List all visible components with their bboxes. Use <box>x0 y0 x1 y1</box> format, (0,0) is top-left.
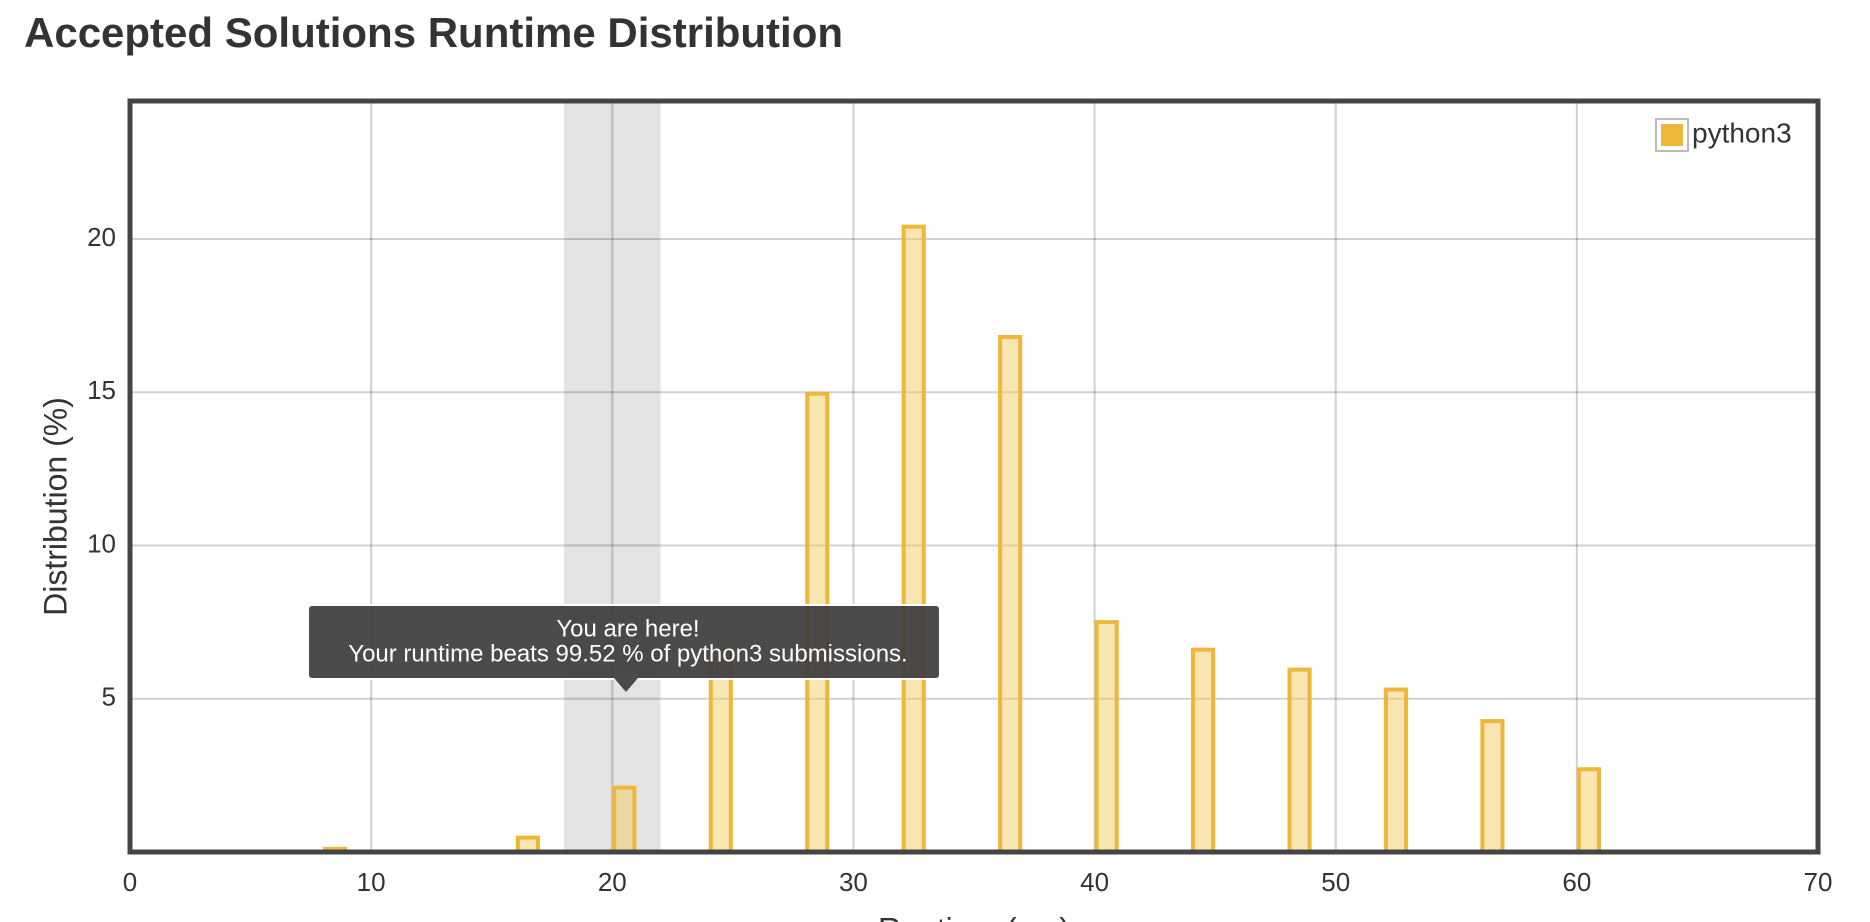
tooltip: You are here!Your runtime beats 99.52 % … <box>307 604 941 692</box>
bar <box>1480 719 1505 855</box>
x-tick-label: 50 <box>1321 867 1350 897</box>
x-tick-label: 40 <box>1080 867 1109 897</box>
bar <box>708 647 733 855</box>
legend-label: python3 <box>1692 117 1792 148</box>
y-tick-label: 15 <box>87 375 116 405</box>
x-axis-label: Runtime (ms) <box>878 911 1070 922</box>
x-tick-label: 10 <box>357 867 386 897</box>
x-tick-label: 30 <box>839 867 868 897</box>
y-tick-label: 5 <box>102 682 116 712</box>
x-tick-label: 70 <box>1804 867 1833 897</box>
bar <box>901 224 926 854</box>
bar <box>1094 620 1119 855</box>
highlight-band <box>564 101 661 852</box>
x-tick-label: 0 <box>123 867 137 897</box>
tooltip-title: You are here! <box>556 615 699 642</box>
x-tick-label: 60 <box>1562 867 1591 897</box>
bar <box>1287 667 1312 854</box>
legend-swatch <box>1661 124 1683 146</box>
y-tick-label: 10 <box>87 528 116 558</box>
bar <box>1191 647 1216 855</box>
plot-frame <box>127 98 1821 855</box>
bar <box>612 785 637 855</box>
bar <box>1383 687 1409 854</box>
y-axis-label: Distribution (%) <box>37 397 73 616</box>
x-tick-label: 20 <box>598 867 627 897</box>
bar <box>998 335 1023 854</box>
tooltip-text: Your runtime beats 99.52 % of python3 su… <box>348 640 907 667</box>
chart-title: Accepted Solutions Runtime Distribution <box>24 9 843 56</box>
tooltip-pointer <box>614 678 638 692</box>
y-tick-label: 20 <box>87 222 116 252</box>
bar <box>1576 767 1601 855</box>
